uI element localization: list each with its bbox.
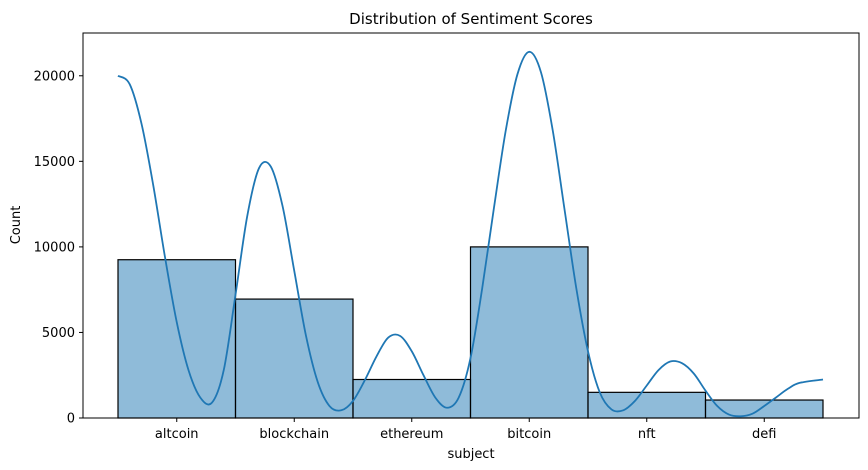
bar-blockchain	[234, 298, 354, 419]
bar-altcoin	[117, 259, 237, 419]
x-axis: altcoin blockchain ethereum bitcoin nft defi	[155, 418, 776, 442]
bar-nft	[587, 391, 707, 419]
y-axis: 0 5000 10000 15000 20000	[34, 69, 83, 427]
y-tick-label: 15000	[34, 155, 75, 170]
x-tick-label: ethereum	[380, 427, 443, 442]
y-axis-label: Count	[9, 206, 24, 245]
chart-title: Distribution of Sentiment Scores	[349, 10, 593, 28]
kde-line	[117, 50, 824, 418]
x-axis-label: subject	[447, 447, 494, 462]
x-tick-label: altcoin	[155, 427, 199, 442]
bars-layer	[117, 246, 824, 419]
x-tick-label: bitcoin	[507, 427, 551, 442]
bar-bitcoin	[469, 246, 589, 419]
bar-ethereum	[352, 378, 472, 419]
kde-layer	[117, 50, 824, 418]
x-tick-label: nft	[638, 427, 656, 442]
y-tick-label: 20000	[34, 69, 75, 84]
plot-frame	[82, 32, 860, 419]
x-tick-label: defi	[752, 427, 776, 442]
y-tick-label: 0	[67, 412, 75, 427]
x-tick-label: blockchain	[259, 427, 329, 442]
y-tick-label: 10000	[34, 240, 75, 255]
y-tick-label: 5000	[42, 326, 75, 341]
bar-defi	[704, 399, 824, 419]
